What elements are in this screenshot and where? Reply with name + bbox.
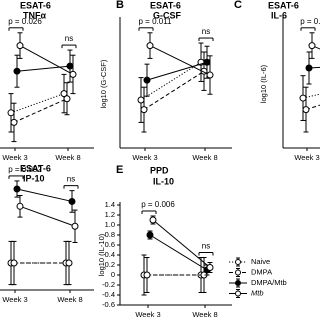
chart-title: PPD — [150, 165, 169, 175]
legend-label: Naive — [251, 257, 270, 266]
y-tick-label: 1.0 — [105, 220, 115, 229]
marker — [10, 259, 18, 267]
annotation: p = 0.026 — [8, 17, 42, 26]
x-tick-label: Week 8 — [57, 295, 82, 304]
marker — [146, 42, 154, 50]
marker — [7, 109, 15, 117]
marker — [137, 96, 145, 104]
series-line — [143, 70, 205, 111]
annotation: ns — [65, 34, 73, 43]
annotation: p = 0.006 — [141, 200, 175, 209]
series-line — [305, 104, 320, 111]
x-tick-label: Week 3 — [2, 153, 27, 162]
chart-title: ESAT-6 — [268, 0, 299, 10]
legend-marker — [235, 259, 241, 265]
legend-entry: DMPA/Mtb — [229, 278, 287, 288]
x-tick-label: Week 3 — [135, 310, 160, 319]
marker — [146, 231, 154, 239]
chart-subtitle: IL-6 — [271, 10, 287, 20]
chart-title: ESAT-6 — [20, 0, 51, 10]
series-line — [152, 219, 211, 268]
marker — [203, 58, 211, 66]
chart-title: ESAT-6 — [20, 163, 51, 173]
series-line — [308, 66, 320, 69]
y-tick-label: 1.2 — [105, 210, 115, 219]
y-tick-label: 0.6 — [105, 240, 115, 249]
series-line — [19, 205, 76, 227]
annotation: ns — [202, 27, 210, 36]
y-axis-label: log10 (IL-6) — [259, 64, 268, 103]
x-tick-label: Week 3 — [2, 295, 27, 304]
marker — [63, 95, 71, 103]
annotation: ns — [67, 175, 75, 184]
series-line — [149, 45, 211, 76]
marker — [308, 42, 316, 50]
y-tick-label: -0.4 — [102, 290, 115, 299]
annotation: ns — [202, 242, 210, 251]
legend-label: DMPA — [251, 267, 272, 276]
y-axis-label: log10 (G-CSF) — [99, 59, 108, 108]
marker — [299, 94, 307, 102]
x-tick-label: Week 8 — [55, 153, 80, 162]
legend-marker — [235, 269, 241, 276]
series-line — [146, 61, 208, 81]
legend-label: DMPA/Mtb — [251, 278, 287, 287]
chart-title: ESAT-6 — [150, 0, 181, 10]
marker — [66, 62, 74, 70]
annotation: p = 0.018 — [300, 17, 320, 26]
legend-label: Mtb — [251, 288, 264, 297]
y-tick-label: 1.4 — [105, 200, 115, 209]
y-axis-label: log10 (IL-10) — [97, 233, 106, 276]
marker — [149, 216, 157, 224]
legend-entry: Mtb — [229, 288, 264, 298]
x-tick-label: Week 8 — [192, 153, 217, 162]
legend-marker — [235, 290, 241, 297]
chart-subtitle: G-CSF — [153, 10, 182, 20]
series-line — [16, 65, 71, 72]
marker — [206, 264, 214, 271]
legend-entry: Naive — [229, 257, 270, 267]
panel-letter: E — [116, 164, 123, 176]
chart-subtitle: IL-10 — [153, 176, 174, 186]
marker — [143, 271, 151, 279]
y-tick-label: -0.6 — [102, 300, 115, 309]
annotation: p = 0.011 — [139, 17, 173, 26]
marker — [143, 76, 151, 84]
marker — [71, 222, 79, 230]
marker — [302, 106, 310, 114]
marker — [305, 64, 313, 72]
marker — [13, 185, 21, 193]
series-line — [10, 93, 65, 114]
marker — [68, 197, 76, 205]
marker — [69, 70, 77, 78]
marker — [13, 67, 21, 75]
series-line — [16, 188, 73, 202]
marker — [206, 71, 214, 79]
y-tick-label: 0 — [111, 270, 115, 279]
marker — [16, 42, 24, 50]
series-line — [149, 234, 208, 271]
y-tick-label: 0.4 — [105, 250, 115, 259]
panel-letter: C — [234, 0, 242, 11]
y-tick-label: 0.8 — [105, 230, 115, 239]
x-tick-label: Week 3 — [132, 153, 157, 162]
legend-entry: DMPA — [229, 267, 272, 277]
x-tick-label: Week 8 — [192, 310, 217, 319]
legend-marker — [235, 280, 241, 286]
panel-letter: B — [116, 0, 124, 11]
marker — [10, 118, 18, 126]
x-tick-label: Week 3 — [294, 153, 319, 162]
marker — [65, 259, 73, 267]
annotation: p = 0.052 — [8, 165, 42, 174]
series-line — [13, 98, 68, 123]
marker — [16, 202, 24, 210]
y-tick-label: -0.2 — [102, 280, 115, 289]
chart-subtitle: IP-10 — [23, 173, 45, 183]
y-tick-label: 0.2 — [105, 260, 115, 269]
chart-subtitle: TNFα — [23, 10, 46, 20]
series-line — [19, 45, 74, 75]
marker — [140, 106, 148, 114]
